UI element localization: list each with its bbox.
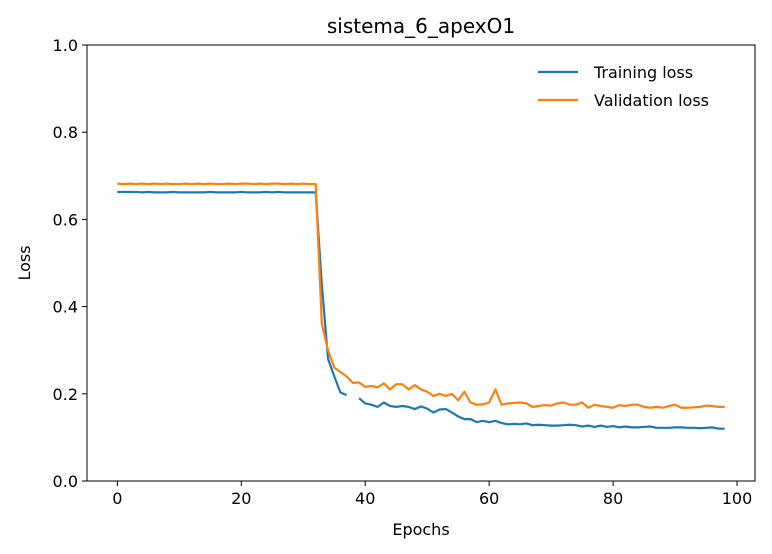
- x-tick-label: 20: [231, 489, 251, 508]
- y-tick-label: 0.0: [53, 472, 78, 491]
- legend-label-2: Validation loss: [594, 91, 709, 110]
- chart-title: sistema_6_apexO1: [327, 14, 515, 38]
- x-tick-label: 0: [112, 489, 122, 508]
- series-line-1: [117, 190, 725, 430]
- x-axis-label: Epochs: [392, 520, 449, 539]
- y-tick-label: 0.6: [53, 210, 78, 229]
- y-tick-label: 1.0: [53, 36, 78, 55]
- x-tick-label: 40: [355, 489, 375, 508]
- series-layer: [117, 182, 725, 430]
- axes-frame: [86, 44, 756, 482]
- series-line-2: [117, 182, 725, 409]
- x-tick-label: 80: [603, 489, 623, 508]
- x-tick-label: 100: [722, 489, 753, 508]
- y-tick-label: 0.8: [53, 123, 78, 142]
- y-tick-label: 0.4: [53, 298, 78, 317]
- legend-label-1: Training loss: [593, 63, 693, 82]
- legend: Training loss Validation loss: [538, 63, 709, 110]
- x-tick-label: 60: [479, 489, 499, 508]
- plot-area: [86, 44, 756, 482]
- x-axis: 0 20 40 60 80 100: [112, 481, 752, 508]
- y-tick-label: 0.2: [53, 385, 78, 404]
- y-axis: 0.0 0.2 0.4 0.6 0.8 1.0: [53, 36, 87, 491]
- y-axis-label: Loss: [15, 245, 34, 280]
